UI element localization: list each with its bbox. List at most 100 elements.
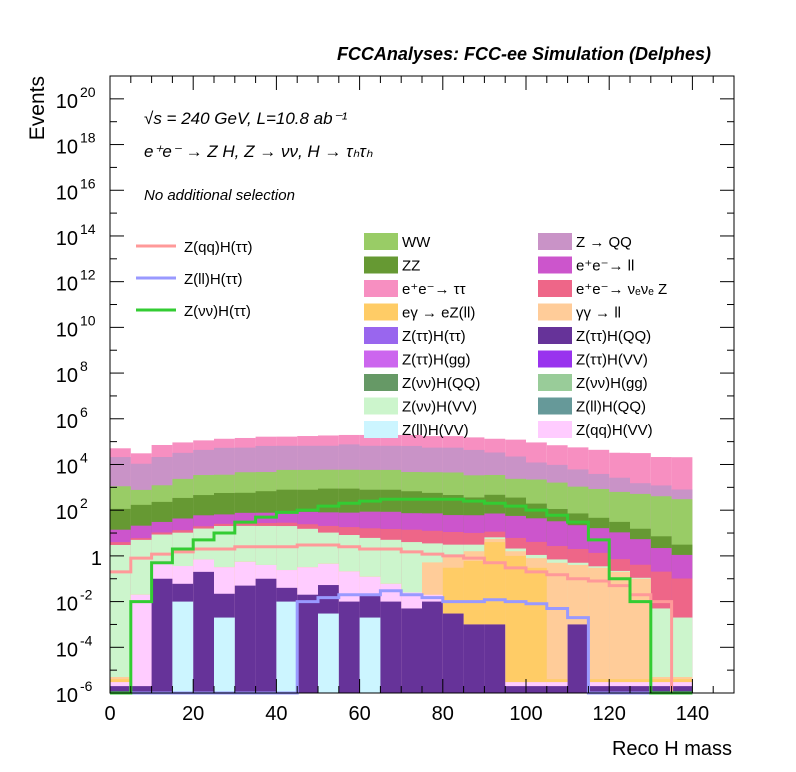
y-tick-exponent: -4 — [80, 632, 93, 648]
legend-box-label: Z(ττ)H(VV) — [576, 352, 648, 369]
stack-bar — [671, 617, 693, 693]
stack-bar — [193, 571, 214, 693]
legend-box-swatch — [364, 303, 398, 321]
stack-bar — [630, 686, 651, 693]
stack-bar — [505, 555, 526, 693]
legend-line-label: Z(νν)H(ττ) — [184, 303, 251, 320]
legend-box-label: ZZ — [402, 258, 420, 275]
stack-bar — [671, 686, 693, 693]
y-tick-exponent: -6 — [80, 678, 93, 694]
x-tick-label: 20 — [182, 703, 204, 725]
legend-box-label: e⁺e⁻→ ττ — [402, 281, 466, 298]
stack-bar — [546, 686, 568, 693]
stack-bar — [130, 594, 152, 693]
x-tick-label: 0 — [104, 703, 115, 725]
stack-bar — [650, 686, 672, 693]
legend-box-label: e⁺e⁻→ νₑνₑ Z — [576, 281, 667, 298]
legend-box-swatch — [538, 374, 572, 391]
stack-bar — [297, 594, 318, 693]
legend-box-label: Z(ττ)H(QQ) — [576, 328, 651, 345]
stack-bar — [234, 585, 256, 693]
y-tick-exponent: 8 — [80, 358, 88, 374]
legend-box-swatch — [364, 374, 398, 391]
legend-line-label: Z(qq)H(ττ) — [184, 239, 253, 256]
legend-box-swatch — [364, 421, 398, 438]
stack-bar — [567, 624, 589, 693]
legend-box-swatch — [364, 350, 398, 368]
y-tick-exponent: 4 — [80, 449, 88, 465]
stack-bar — [526, 567, 547, 693]
legend-box-label: γγ → ll — [576, 305, 621, 322]
chart-title: FCCAnalyses: FCC-ee Simulation (Delphes) — [337, 44, 711, 64]
stack-bar — [609, 686, 630, 693]
legend-box-swatch — [538, 327, 572, 344]
legend-box-label: Z(qq)H(VV) — [576, 422, 653, 439]
x-tick-label: 60 — [348, 703, 370, 725]
y-tick-label: 10 — [56, 411, 78, 433]
legend-box-swatch — [364, 233, 398, 250]
stack-bar — [422, 601, 443, 693]
y-tick-exponent: 16 — [80, 175, 96, 191]
legend-box-swatch — [538, 397, 572, 415]
legend-box-swatch — [364, 256, 398, 274]
y-tick-label: 10 — [56, 228, 78, 250]
legend-box-label: Z(νν)H(QQ) — [402, 375, 480, 392]
y-tick-exponent: 10 — [80, 312, 96, 328]
y-tick-exponent: 12 — [80, 267, 96, 283]
x-tick-label: 100 — [509, 703, 542, 725]
legend-box-swatch — [538, 280, 572, 297]
legend-box-swatch — [538, 256, 572, 274]
legend-box-swatch — [538, 350, 572, 368]
y-tick-label: 10 — [56, 319, 78, 341]
y-tick-label: 10 — [56, 685, 78, 707]
y-tick-label: 10 — [56, 594, 78, 616]
stack-bar — [151, 578, 173, 693]
y-tick-label: 10 — [56, 502, 78, 524]
y-tick-label: 10 — [56, 639, 78, 661]
y-tick-exponent: 18 — [80, 130, 96, 146]
stack-bar — [338, 601, 360, 693]
x-tick-label: 80 — [432, 703, 454, 725]
y-tick-exponent: 6 — [80, 404, 88, 420]
legend-box-swatch — [364, 327, 398, 344]
y-tick-label: 10 — [56, 456, 78, 478]
legend-box-label: eγ → eZ(ll) — [402, 305, 475, 322]
signal-line-3 — [110, 497, 693, 695]
y-tick-exponent: 2 — [80, 495, 88, 511]
legend-box-swatch — [364, 397, 398, 415]
stack-bar — [526, 686, 547, 693]
stack-bar — [463, 624, 485, 693]
stack-bar — [380, 601, 402, 693]
legend-box-label: Z(ττ)H(ττ) — [402, 328, 466, 345]
legend-box-swatch — [538, 233, 572, 250]
legend: Z(qq)H(ττ) Z(ll)H(ττ) Z(νν)H(ττ) WW Z → QQ ZZ… — [136, 233, 667, 439]
y-tick-label: 10 — [56, 91, 78, 113]
y-tick-label: 10 — [56, 365, 78, 387]
y-tick-exponent: 20 — [80, 84, 96, 100]
stack-bar — [276, 601, 298, 693]
stack-bar — [630, 578, 651, 693]
stack-bar — [588, 686, 610, 693]
legend-box-label: e⁺e⁻→ ll — [576, 258, 634, 275]
x-tick-label: 140 — [676, 703, 709, 725]
y-tick-exponent: 14 — [80, 221, 96, 237]
legend-box-label: Z(νν)H(VV) — [402, 399, 477, 416]
stack-bar — [650, 608, 672, 693]
y-tick-label: 1 — [91, 548, 102, 570]
legend-box-label: Z → QQ — [576, 234, 632, 251]
stack-bar — [505, 686, 526, 693]
legend-box-label: Z(ll)H(VV) — [402, 422, 469, 439]
signal-line-1 — [110, 543, 693, 695]
y-tick-label: 10 — [56, 274, 78, 296]
stack-bar — [442, 613, 464, 693]
energy-annotation: √s = 240 GeV, L=10.8 ab⁻¹ — [144, 109, 348, 128]
stack-bar — [130, 686, 152, 693]
y-tick-label: 10 — [56, 137, 78, 159]
legend-box-label: Z(νν)H(gg) — [576, 375, 648, 392]
stack-bar — [359, 617, 381, 693]
legend-box-swatch — [364, 280, 398, 297]
x-tick-label: 120 — [593, 703, 626, 725]
y-tick-exponent: -2 — [80, 587, 93, 603]
